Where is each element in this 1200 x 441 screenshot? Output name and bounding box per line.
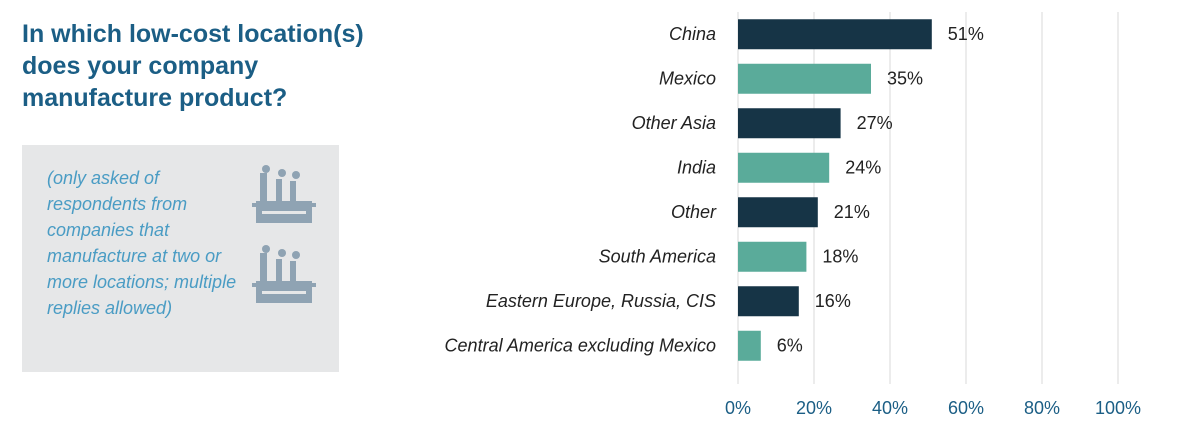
title: In which low-cost location(s) does your … [22, 20, 364, 112]
value-label: 16% [815, 291, 851, 311]
bar [738, 330, 761, 361]
value-label: 27% [857, 113, 893, 133]
bar [738, 152, 830, 183]
y-tick-label: Central America excluding Mexico [445, 336, 716, 356]
bar [738, 241, 807, 272]
x-tick-label: 40% [872, 398, 908, 418]
bar [738, 286, 799, 317]
value-label: 51% [948, 24, 984, 44]
y-tick-label: South America [599, 247, 716, 267]
note-box: (only asked of respondents from companie… [22, 145, 339, 372]
x-tick-label: 100% [1095, 398, 1141, 418]
bar [738, 197, 818, 228]
value-label: 18% [822, 247, 858, 267]
y-tick-label: India [677, 158, 716, 178]
y-tick-label: China [669, 24, 716, 44]
y-tick-label: Eastern Europe, Russia, CIS [486, 291, 716, 311]
x-tick-label: 80% [1024, 398, 1060, 418]
note: (only asked of respondents from companie… [47, 168, 237, 318]
bar [738, 63, 871, 94]
value-label: 24% [845, 158, 881, 178]
x-tick-label: 60% [948, 398, 984, 418]
x-tick-label: 20% [796, 398, 832, 418]
x-tick-label: 0% [725, 398, 751, 418]
factory-icons [252, 165, 316, 303]
value-label: 35% [887, 69, 923, 89]
value-label: 21% [834, 202, 870, 222]
bar [738, 19, 932, 50]
bar [738, 108, 841, 139]
value-label: 6% [777, 336, 803, 356]
y-tick-label: Other Asia [632, 113, 716, 133]
y-tick-label: Mexico [659, 69, 716, 89]
y-tick-label: Other [671, 202, 717, 222]
